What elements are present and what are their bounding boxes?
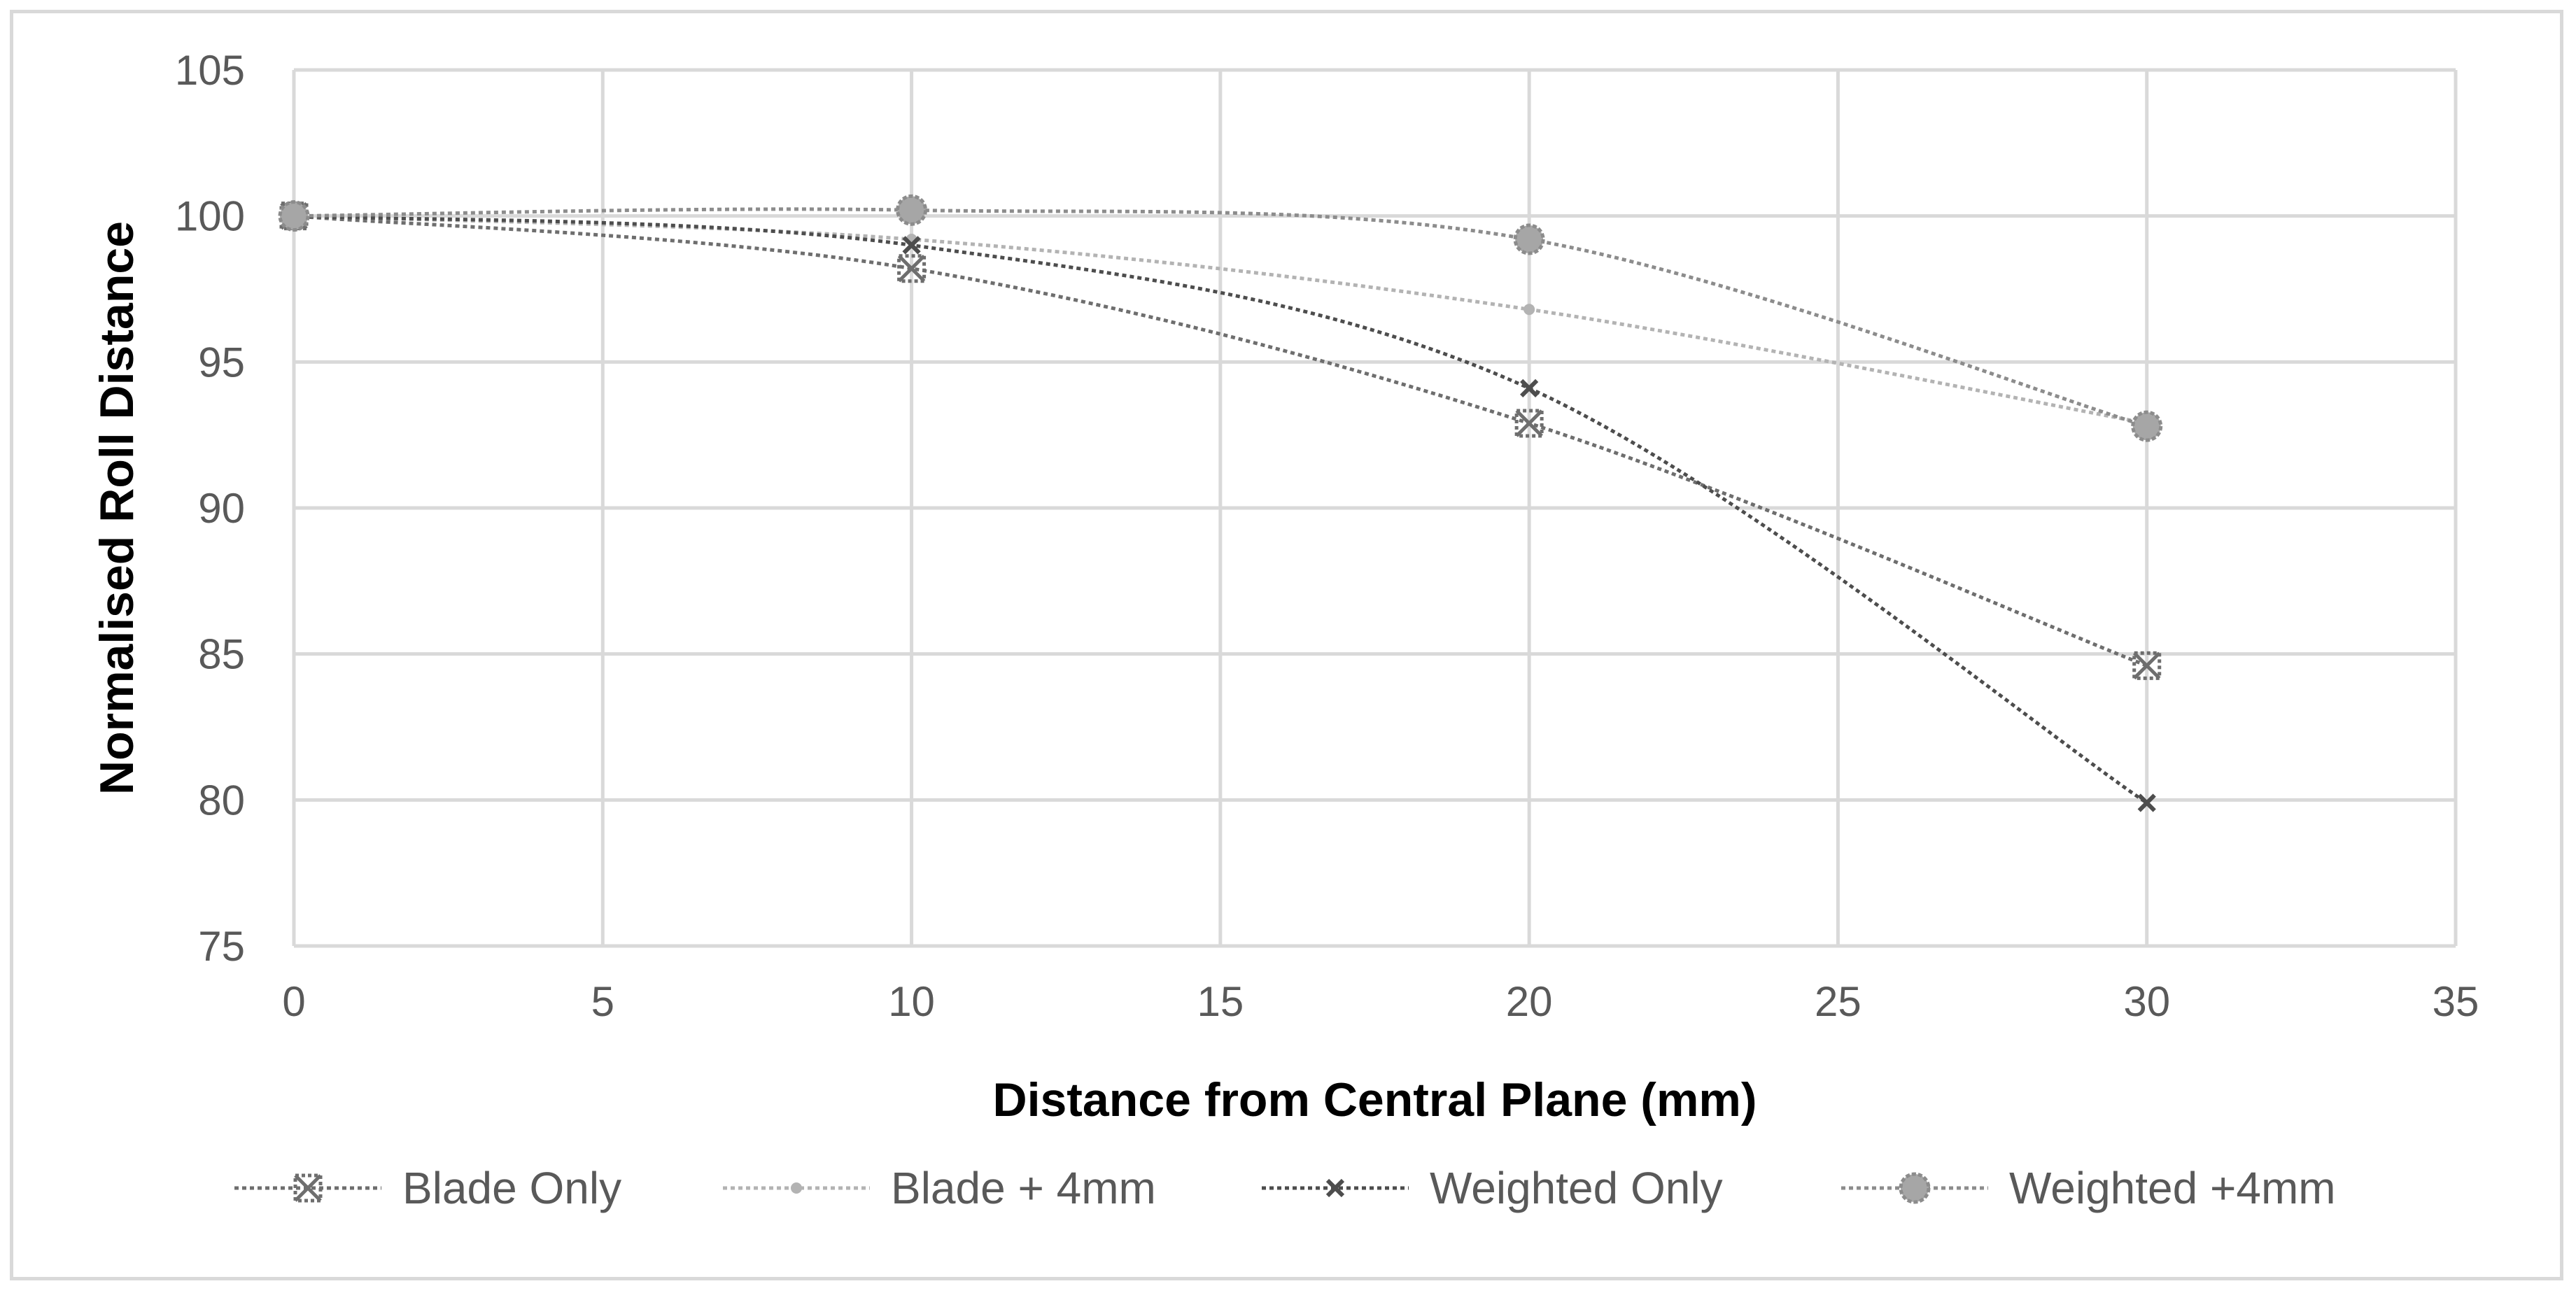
legend-item-blade-only: Blade Only <box>234 1163 621 1213</box>
x-tick-label-20: 20 <box>1506 978 1553 1025</box>
data-point-weighted-4mm-10 <box>896 194 928 226</box>
legend-label-weighted-4mm: Weighted +4mm <box>2009 1163 2336 1213</box>
legend-marker-weighted-4mm <box>1899 1172 1931 1204</box>
x-axis-tick-labels: 0 5 10 15 20 25 30 35 <box>282 978 2479 1025</box>
data-point-blade-only-30-cross <box>2132 651 2161 680</box>
legend-marker-weighted-only <box>1325 1178 1345 1198</box>
y-tick-label-75: 75 <box>198 923 245 970</box>
series-weighted-4mm <box>278 194 2163 442</box>
y-tick-label-90: 90 <box>198 485 245 532</box>
legend-item-blade-4mm: Blade + 4mm <box>723 1163 1156 1213</box>
y-tick-label-105: 105 <box>175 47 245 94</box>
data-point-blade-only-20 <box>1514 409 1544 438</box>
data-point-blade-only-20-cross <box>1515 409 1543 437</box>
data-point-blade-4mm-20 <box>1523 304 1535 316</box>
x-tick-label-5: 5 <box>591 978 614 1025</box>
data-point-weighted-4mm-0 <box>278 200 310 232</box>
data-point-weighted-4mm-20 <box>1513 223 1545 255</box>
data-point-blade-only-30 <box>2132 651 2162 680</box>
x-axis-title: Distance from Central Plane (mm) <box>992 1073 1757 1126</box>
legend-label-blade-4mm: Blade + 4mm <box>891 1163 1156 1213</box>
y-tick-label-80: 80 <box>198 777 245 824</box>
x-tick-label-10: 10 <box>888 978 935 1025</box>
data-point-blade-only-10-box <box>897 254 927 283</box>
legend-label-blade-only: Blade Only <box>402 1163 621 1213</box>
series-line-weighted-only <box>293 214 2148 805</box>
legend-marker-blade-4mm <box>791 1182 802 1194</box>
series-line-blade-only <box>293 214 2148 667</box>
legend-marker-blade-only <box>293 1173 323 1203</box>
data-point-weighted-4mm-30 <box>2131 410 2163 442</box>
x-tick-label-35: 35 <box>2433 978 2479 1025</box>
x-tick-label-30: 30 <box>2123 978 2170 1025</box>
y-tick-label-85: 85 <box>198 631 245 678</box>
legend: Blade Only Blade + 4mm Weighted Only Weight… <box>234 1163 2336 1213</box>
legend-marker-blade-only-cross <box>294 1174 322 1202</box>
y-tick-label-95: 95 <box>198 339 245 386</box>
data-point-blade-only-30-box <box>2132 651 2162 680</box>
data-point-weighted-only-30 <box>2137 793 2156 812</box>
legend-label-weighted-only: Weighted Only <box>1430 1163 1723 1213</box>
series-line-weighted-4mm <box>293 207 2148 428</box>
x-tick-label-15: 15 <box>1197 978 1244 1025</box>
y-axis-title: Normalised Roll Distance <box>90 221 143 795</box>
y-tick-label-100: 100 <box>175 193 245 240</box>
data-point-blade-only-10-cross <box>897 255 926 283</box>
gridlines <box>292 68 2458 948</box>
y-axis-tick-labels: 75 80 85 90 95 100 105 <box>175 47 245 970</box>
data-point-weighted-only-20 <box>1520 379 1539 398</box>
data-point-blade-only-20-box <box>1514 409 1544 438</box>
x-tick-label-25: 25 <box>1815 978 1861 1025</box>
data-point-weighted-only-10 <box>902 236 921 255</box>
legend-item-weighted-only: Weighted Only <box>1262 1163 1723 1213</box>
x-tick-label-0: 0 <box>282 978 305 1025</box>
legend-marker-blade-only-box <box>293 1173 323 1203</box>
legend-item-weighted-4mm: Weighted +4mm <box>1841 1163 2336 1213</box>
data-point-blade-only-10 <box>897 254 927 283</box>
